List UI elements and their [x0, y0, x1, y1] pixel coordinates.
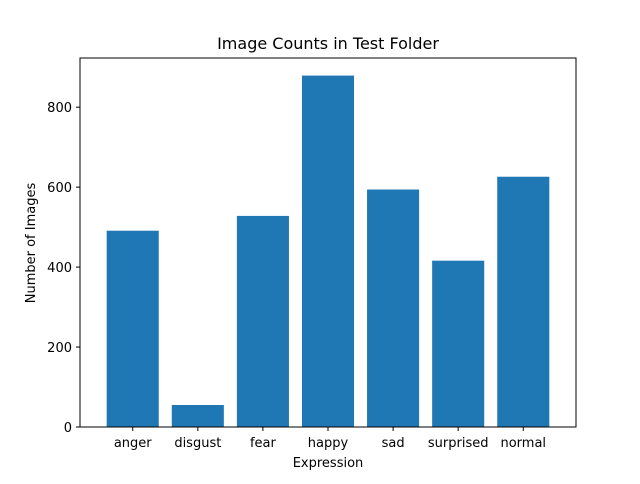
bar-fear	[236, 215, 289, 427]
y-axis-label: Number of Images	[24, 183, 39, 304]
x-tick-label: anger	[114, 436, 152, 451]
bar-sad	[367, 189, 420, 427]
bars-layer	[106, 75, 550, 428]
bar-anger	[106, 230, 159, 427]
x-tick-label: fear	[250, 436, 277, 451]
x-tick-label: disgust	[174, 436, 221, 451]
ticks-layer: anger disgust fear happy sad surprised normal 0…	[47, 101, 546, 451]
y-tick-label: 0	[64, 421, 72, 436]
y-tick-label: 800	[47, 101, 72, 116]
x-tick-label: happy	[308, 436, 349, 451]
bar-disgust	[171, 405, 224, 427]
bar-normal	[497, 176, 550, 427]
y-tick-label: 200	[47, 341, 72, 356]
chart-title: Image Counts in Test Folder	[217, 34, 439, 53]
x-tick-label: surprised	[428, 436, 489, 451]
x-tick-label: normal	[500, 436, 546, 451]
x-axis-label: Expression	[293, 456, 364, 471]
x-tick-label: sad	[382, 436, 405, 451]
bar-happy	[301, 75, 355, 428]
y-tick-label: 600	[47, 181, 72, 196]
y-tick-label: 400	[47, 261, 72, 276]
bar-surprised	[432, 260, 485, 427]
